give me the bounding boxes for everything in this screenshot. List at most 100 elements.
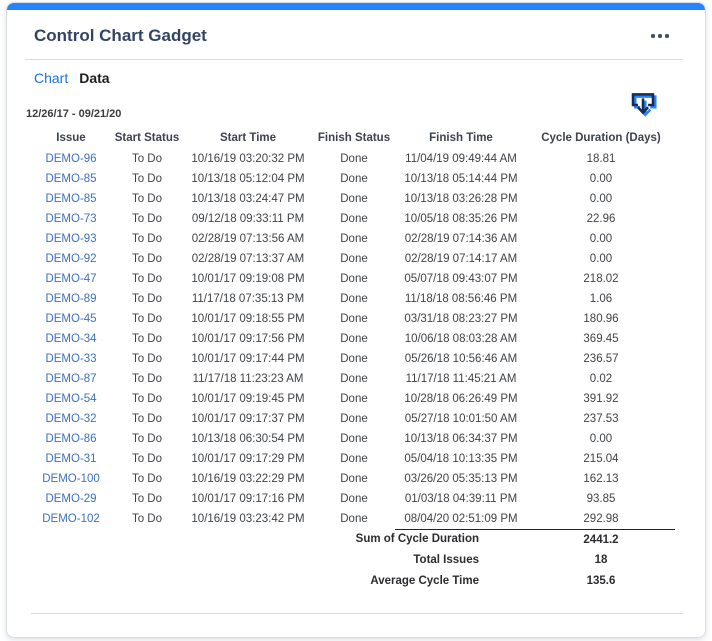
summary-label: Total Issues [413, 554, 479, 566]
summary-value: 2441.2 [527, 529, 675, 550]
cell-start-time: 10/01/17 09:17:44 PM [191, 353, 305, 365]
cell-start-status: To Do [131, 173, 163, 185]
table-row: DEMO-85 To Do 10/13/18 05:12:04 PM Done 10/1… [31, 169, 675, 189]
cell-finish-status: Done [340, 213, 368, 225]
issue-link[interactable]: DEMO-87 [45, 373, 97, 385]
summary-row: Average Cycle Time 135.6 [327, 571, 675, 592]
cell-start-status: To Do [131, 373, 163, 385]
column-header-1: Start Status [114, 131, 180, 144]
table-row: DEMO-34 To Do 10/01/17 09:17:56 PM Done 10/0… [31, 329, 675, 349]
column-header-2: Start Time [219, 131, 277, 144]
cell-start-status: To Do [131, 413, 163, 425]
issue-link[interactable]: DEMO-92 [45, 253, 97, 265]
cell-start-time: 10/13/18 03:24:47 PM [191, 193, 305, 205]
cell-finish-status: Done [340, 333, 368, 345]
cell-finish-status: Done [340, 233, 368, 245]
cell-finish-status: Done [340, 153, 368, 165]
cell-start-status: To Do [131, 253, 163, 265]
table-row: DEMO-31 To Do 10/01/17 09:17:29 PM Done 05/0… [31, 449, 675, 469]
cell-finish-time: 10/13/18 06:34:37 PM [404, 433, 518, 445]
cell-cycle-duration: 391.92 [583, 393, 619, 405]
issue-link[interactable]: DEMO-96 [45, 153, 97, 165]
issue-link[interactable]: DEMO-34 [45, 333, 97, 345]
cell-finish-status: Done [340, 433, 368, 445]
issue-link[interactable]: DEMO-32 [45, 413, 97, 425]
table-row: DEMO-73 To Do 09/12/18 09:33:11 PM Done 10/0… [31, 209, 675, 229]
cell-finish-status: Done [340, 473, 368, 485]
table-body: DEMO-96 To Do 10/16/19 03:20:32 PM Done 11/0… [31, 149, 675, 529]
column-header-3: Finish Status [317, 131, 391, 144]
cell-start-time: 10/01/17 09:17:16 PM [191, 493, 305, 505]
table-header-row: Issue Start Status Start Time Finish Status… [31, 128, 675, 149]
cell-finish-status: Done [340, 293, 368, 305]
cell-start-time: 10/16/19 03:23:42 PM [191, 513, 305, 525]
table-row: DEMO-102 To Do 10/16/19 03:23:42 PM Done 08/… [31, 509, 675, 529]
issue-link[interactable]: DEMO-47 [45, 273, 97, 285]
tab-data[interactable]: Data [79, 70, 110, 86]
cell-finish-status: Done [340, 453, 368, 465]
cell-finish-time: 10/13/18 03:26:28 PM [404, 193, 518, 205]
cell-cycle-duration: 237.53 [583, 413, 619, 425]
cell-finish-time: 10/13/18 05:14:44 PM [404, 173, 518, 185]
page-title: Control Chart Gadget [34, 26, 207, 45]
control-chart-gadget-card: Control Chart Gadget Chart Data 12/26/17… [6, 2, 706, 638]
cell-finish-status: Done [340, 193, 368, 205]
meatball-menu-icon [658, 34, 662, 38]
cell-start-status: To Do [131, 293, 163, 305]
summary-row: Total Issues 18 [327, 550, 675, 571]
more-options-button[interactable] [651, 30, 669, 42]
cell-start-time: 10/01/17 09:19:08 PM [191, 273, 305, 285]
issue-link[interactable]: DEMO-73 [45, 213, 97, 225]
cell-finish-status: Done [340, 353, 368, 365]
cell-finish-time: 05/07/18 09:43:07 PM [404, 273, 518, 285]
cell-finish-time: 11/18/18 08:56:46 PM [404, 293, 518, 305]
cell-cycle-duration: 369.45 [583, 333, 619, 345]
issue-link[interactable]: DEMO-85 [45, 193, 97, 205]
issue-link[interactable]: DEMO-100 [42, 473, 100, 485]
cell-start-status: To Do [131, 273, 163, 285]
summary-value: 18 [594, 554, 608, 566]
cell-finish-time: 02/28/19 07:14:36 AM [404, 233, 518, 245]
cell-start-status: To Do [131, 153, 163, 165]
issue-link[interactable]: DEMO-86 [45, 433, 97, 445]
cell-cycle-duration: 292.98 [583, 513, 619, 525]
cell-start-status: To Do [131, 513, 163, 525]
cell-start-time: 11/17/18 07:35:13 PM [191, 293, 305, 305]
table-row: DEMO-87 To Do 11/17/18 11:23:23 AM Done 11/1… [31, 369, 675, 389]
cell-start-status: To Do [131, 393, 163, 405]
cell-start-time: 10/13/18 06:30:54 PM [191, 433, 305, 445]
cell-start-time: 10/01/17 09:19:45 PM [191, 393, 305, 405]
table-row: DEMO-54 To Do 10/01/17 09:19:45 PM Done 10/2… [31, 389, 675, 409]
cell-cycle-duration: 0.02 [589, 373, 613, 385]
issue-link[interactable]: DEMO-54 [45, 393, 97, 405]
issue-link[interactable]: DEMO-45 [45, 313, 97, 325]
cell-start-time: 10/16/19 03:22:29 PM [191, 473, 305, 485]
issue-link[interactable]: DEMO-29 [45, 493, 97, 505]
download-button[interactable] [629, 91, 657, 119]
cell-finish-status: Done [340, 493, 368, 505]
tab-chart[interactable]: Chart [34, 70, 69, 86]
cell-start-time: 10/13/18 05:12:04 PM [191, 173, 305, 185]
issue-link[interactable]: DEMO-33 [45, 353, 97, 365]
cell-finish-time: 03/26/20 05:35:13 PM [404, 473, 518, 485]
tab-bar: Chart Data [7, 60, 705, 87]
issue-link[interactable]: DEMO-93 [45, 233, 97, 245]
issue-link[interactable]: DEMO-89 [45, 293, 97, 305]
cell-start-time: 02/28/19 07:13:37 AM [191, 253, 305, 265]
cell-finish-time: 10/28/18 06:26:49 PM [404, 393, 518, 405]
cell-cycle-duration: 162.13 [583, 473, 619, 485]
date-range-label: 12/26/17 - 09/21/20 [26, 108, 122, 120]
column-header-0: Issue [56, 131, 86, 144]
card-accent-bar [7, 3, 705, 10]
cell-start-time: 11/17/18 11:23:23 AM [192, 373, 304, 385]
cell-finish-time: 01/03/18 04:39:11 PM [404, 493, 518, 505]
cell-finish-status: Done [340, 273, 368, 285]
issue-link[interactable]: DEMO-31 [45, 453, 97, 465]
cell-start-time: 10/01/17 09:17:29 PM [191, 453, 305, 465]
issue-link[interactable]: DEMO-85 [45, 173, 97, 185]
table-row: DEMO-93 To Do 02/28/19 07:13:56 AM Done 02/2… [31, 229, 675, 249]
issue-link[interactable]: DEMO-102 [42, 513, 100, 525]
cell-cycle-duration: 215.04 [583, 453, 619, 465]
cell-start-time: 02/28/19 07:13:56 AM [191, 233, 305, 245]
download-icon [631, 93, 657, 117]
